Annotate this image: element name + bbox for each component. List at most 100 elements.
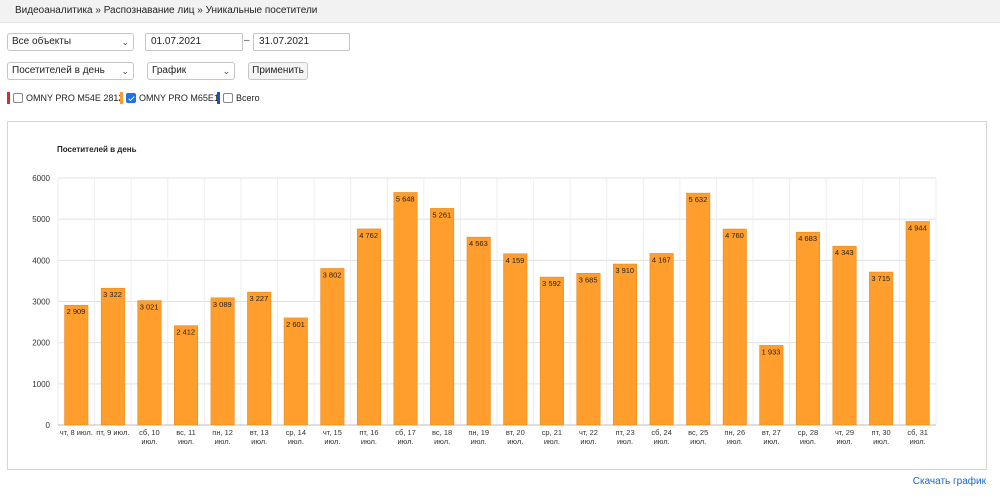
x-tick-label: сб, 17 — [395, 428, 416, 437]
x-tick-label: июл. — [215, 437, 231, 446]
x-tick-label: пн, 12 — [212, 428, 233, 437]
x-tick-label: пт, 9 июл. — [96, 428, 129, 437]
x-tick-label: июл. — [434, 437, 450, 446]
bar — [869, 271, 894, 426]
legend-label: OMNY PRO M65E1 — [139, 93, 219, 103]
y-tick-label: 4000 — [32, 256, 50, 265]
bar-data-label: 4 563 — [469, 239, 488, 248]
x-tick-label: пт, 16 — [359, 428, 378, 437]
checkbox-checked-icon[interactable] — [126, 93, 136, 103]
download-chart-link[interactable]: Скачать график — [912, 476, 986, 487]
checkbox-icon[interactable] — [13, 93, 23, 103]
checkbox-icon[interactable] — [223, 93, 233, 103]
bar-data-label: 5 632 — [689, 195, 708, 204]
x-tick-label: июл. — [288, 437, 304, 446]
metric-select[interactable]: Посетителей в день ⌄ — [7, 62, 134, 80]
x-tick-label: июл. — [471, 437, 487, 446]
bar-data-label: 2 601 — [286, 320, 305, 329]
bar-data-label: 4 760 — [725, 231, 744, 240]
x-tick-label: вт, 13 — [250, 428, 269, 437]
breadcrumb: Видеоаналитика » Распознавание лиц » Уни… — [15, 5, 318, 16]
x-tick-label: июл. — [654, 437, 670, 446]
x-tick-label: пт, 30 — [872, 428, 891, 437]
bar — [613, 263, 638, 426]
bar-data-label: 4 343 — [835, 248, 854, 257]
x-tick-label: вс, 11 — [176, 428, 196, 437]
bar-data-label: 5 648 — [396, 194, 415, 203]
x-tick-label: вт, 20 — [506, 428, 525, 437]
legend-color-swatch — [7, 92, 10, 104]
chart-container: Посетителей в день 0 1000 2000 3000 4000 5000… — [7, 121, 987, 470]
bar — [210, 297, 235, 426]
bar — [905, 221, 930, 426]
bar — [759, 345, 784, 426]
view-select-value: График — [152, 65, 187, 76]
bar — [320, 268, 345, 426]
bar-data-label: 3 802 — [323, 270, 342, 279]
y-tick-label: 1000 — [32, 380, 50, 389]
date-from-input[interactable]: 01.07.2021 — [145, 33, 243, 51]
x-tick-label: пн, 26 — [724, 428, 745, 437]
x-tick-label: ср, 28 — [798, 428, 818, 437]
x-tick-label: июл. — [873, 437, 889, 446]
x-tick-label: июл. — [617, 437, 633, 446]
apply-button[interactable]: Применить — [248, 62, 308, 80]
bar-data-label: 4 944 — [908, 223, 927, 232]
bar — [356, 228, 381, 426]
x-tick-label: чт, 22 — [579, 428, 598, 437]
bar-data-label: 5 261 — [432, 210, 451, 219]
bar — [539, 276, 564, 426]
legend-item-m54e[interactable]: OMNY PRO M54E 2812 — [7, 92, 123, 104]
bar — [503, 253, 528, 426]
bar-data-label: 3 910 — [615, 266, 634, 275]
bar — [137, 300, 162, 426]
bar-data-label: 2 412 — [176, 328, 195, 337]
bar — [430, 208, 455, 426]
bar-data-label: 3 592 — [542, 279, 561, 288]
x-tick-label: сб, 24 — [651, 428, 672, 437]
bar — [174, 325, 199, 426]
chart-title: Посетителей в день — [57, 145, 137, 154]
x-tick-label: пн, 19 — [468, 428, 489, 437]
x-tick-label: июл. — [507, 437, 523, 446]
x-tick-label: июл. — [141, 437, 157, 446]
date-to-input[interactable]: 31.07.2021 — [253, 33, 350, 51]
legend-color-swatch — [120, 92, 123, 104]
x-tick-label: июл. — [361, 437, 377, 446]
metric-select-value: Посетителей в день — [12, 65, 105, 76]
y-tick-label: 0 — [46, 421, 51, 430]
x-tick-label: вт, 27 — [762, 428, 781, 437]
x-tick-label: ср, 21 — [542, 428, 562, 437]
x-tick-label: чт, 15 — [323, 428, 342, 437]
view-select[interactable]: График ⌄ — [147, 62, 235, 80]
bar — [64, 304, 89, 426]
x-tick-label: июл. — [251, 437, 267, 446]
x-tick-label: чт, 8 июл. — [60, 428, 93, 437]
x-tick-label: июл. — [324, 437, 340, 446]
x-tick-label: июл. — [178, 437, 194, 446]
x-tick-label: июл. — [727, 437, 743, 446]
x-tick-label: июл. — [763, 437, 779, 446]
bar-data-label: 3 685 — [579, 275, 598, 284]
x-tick-label: июл. — [690, 437, 706, 446]
bar-data-label: 4 159 — [506, 256, 525, 265]
chevron-down-icon: ⌄ — [121, 66, 129, 76]
date-range-separator: – — [244, 35, 250, 46]
legend-item-m65e1[interactable]: OMNY PRO M65E1 — [120, 92, 219, 104]
bar — [466, 236, 491, 426]
bar — [247, 291, 272, 426]
x-tick-label: сб, 10 — [139, 428, 160, 437]
legend-item-total[interactable]: Всего — [217, 92, 260, 104]
bar-data-label: 4 167 — [652, 255, 671, 264]
chevron-down-icon: ⌄ — [222, 66, 230, 76]
legend-label: Всего — [236, 93, 260, 103]
bar-chart: Посетителей в день 0 1000 2000 3000 4000 5000… — [32, 145, 937, 446]
objects-select[interactable]: Все объекты ⌄ — [7, 33, 134, 51]
x-tick-label: июл. — [580, 437, 596, 446]
y-tick-label: 5000 — [32, 215, 50, 224]
bar-data-label: 3 021 — [140, 303, 159, 312]
y-tick-label: 2000 — [32, 339, 50, 348]
bar — [283, 317, 308, 426]
bar — [576, 273, 601, 426]
bar — [795, 231, 820, 426]
